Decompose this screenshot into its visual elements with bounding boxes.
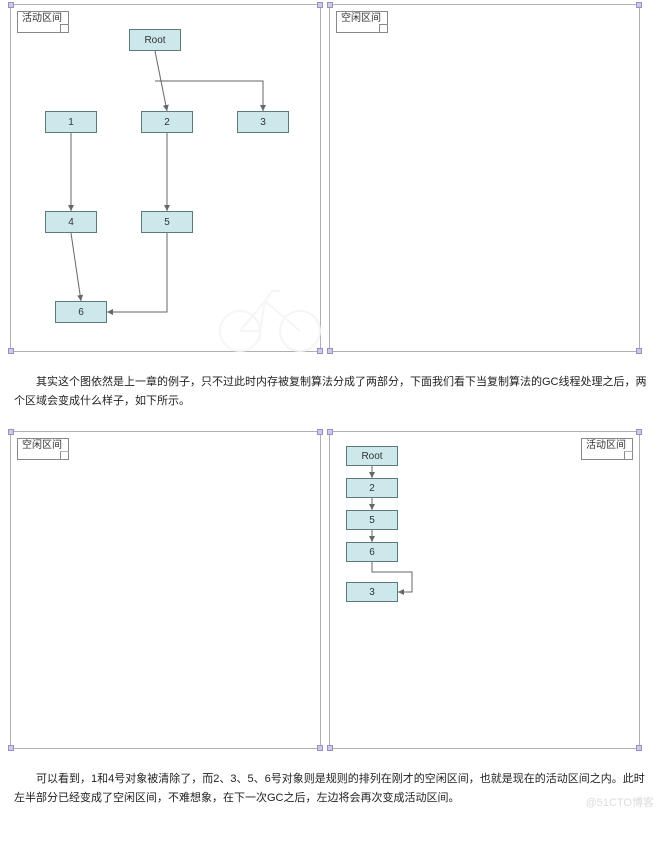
panel-corner xyxy=(317,348,323,354)
panel-corner xyxy=(327,745,333,751)
panel-corner xyxy=(636,429,642,435)
flowchart-node: 5 xyxy=(141,211,193,233)
panel-corner xyxy=(8,348,14,354)
flowchart-node: Root xyxy=(346,446,398,466)
panel-corner xyxy=(636,2,642,8)
panel-corner xyxy=(8,745,14,751)
panel-corner xyxy=(317,745,323,751)
figure2-right-panel: 活动区间 Root 2 5 6 3 xyxy=(329,431,640,749)
flowchart-node: 6 xyxy=(55,301,107,323)
figure1-left-panel: 活动区间 Root 1 2 3 4 5 6 xyxy=(10,4,321,352)
panel-corner xyxy=(327,429,333,435)
flowchart-node: 2 xyxy=(346,478,398,498)
flowchart-node: 4 xyxy=(45,211,97,233)
flowchart-node: Root xyxy=(129,29,181,51)
flowchart-node: 3 xyxy=(346,582,398,602)
bike-watermark xyxy=(210,276,330,356)
flowchart-node: 5 xyxy=(346,510,398,530)
tag-note-label: 空闲区间 xyxy=(22,440,62,451)
tag-note-idle: 空闲区间 xyxy=(336,11,388,33)
figure-2-row: 空闲区间 活动区间 Root 2 5 6 3 xyxy=(0,427,662,753)
panel-corner xyxy=(317,2,323,8)
panel-corner xyxy=(8,2,14,8)
flowchart-node: 6 xyxy=(346,542,398,562)
flowchart-node: 2 xyxy=(141,111,193,133)
panel-corner xyxy=(636,348,642,354)
paragraph-2-text: 可以看到，1和4号对象被清除了，而2、3、5、6号对象则是规则的排列在刚才的空闲… xyxy=(14,773,645,804)
panel-corner xyxy=(317,429,323,435)
flowchart-node: 1 xyxy=(45,111,97,133)
paragraph-1: 其实这个图依然是上一章的例子，只不过此时内存被复制算法分成了两部分，下面我们看下… xyxy=(0,367,662,416)
paragraph-1-text: 其实这个图依然是上一章的例子，只不过此时内存被复制算法分成了两部分，下面我们看下… xyxy=(14,376,647,407)
panel-corner xyxy=(327,348,333,354)
panel-corner xyxy=(8,429,14,435)
flowchart-node: 3 xyxy=(237,111,289,133)
paragraph-2: 可以看到，1和4号对象被清除了，而2、3、5、6号对象则是规则的排列在刚才的空闲… xyxy=(0,764,662,813)
tag-note-label: 空闲区间 xyxy=(341,13,381,24)
tag-note-idle: 空闲区间 xyxy=(17,438,69,460)
figure1-right-panel: 空闲区间 xyxy=(329,4,640,352)
tag-note-label: 活动区间 xyxy=(22,13,62,24)
tag-note-label: 活动区间 xyxy=(586,440,626,451)
panel-corner xyxy=(327,2,333,8)
tag-note-active: 活动区间 xyxy=(17,11,69,33)
tag-note-active: 活动区间 xyxy=(581,438,633,460)
panel-corner xyxy=(636,745,642,751)
figure2-left-panel: 空闲区间 xyxy=(10,431,321,749)
figure-1-row: 活动区间 Root 1 2 3 4 5 6 空闲区间 xyxy=(0,0,662,356)
